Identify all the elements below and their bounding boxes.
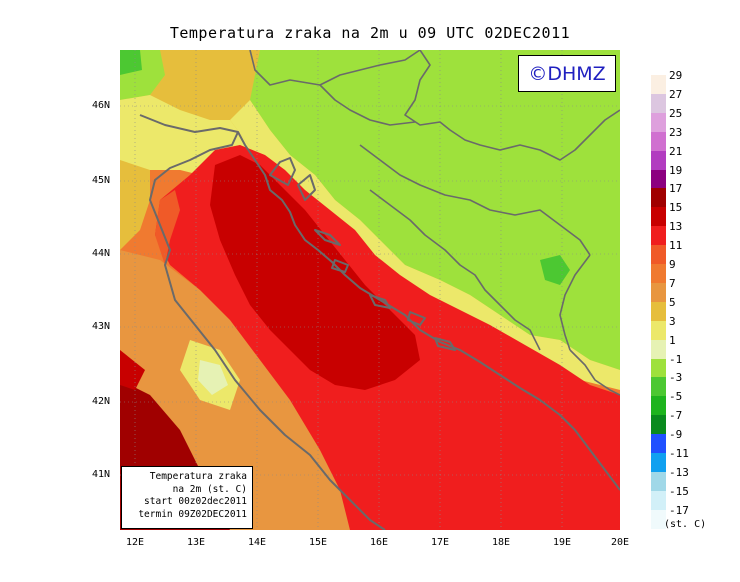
legend-swatch [651, 169, 666, 189]
legend-label: 25 [669, 106, 683, 120]
legend-label: -11 [669, 447, 689, 460]
legend-label: 27 [669, 87, 683, 101]
cold-patch-2 [120, 50, 142, 75]
legend-label: 13 [669, 220, 683, 234]
legend-label: 9 [669, 258, 676, 271]
map-title: Temperatura zraka na 2m u 09 UTC 02DEC20… [169, 24, 571, 42]
info-line-title: Temperatura zraka [149, 471, 247, 482]
legend-label: -17 [669, 503, 689, 517]
legend-label: -5 [669, 390, 683, 404]
lon-label-17e: 17E [430, 537, 450, 548]
legend-swatch [651, 150, 666, 170]
legend-label: 23 [669, 125, 683, 139]
info-line-start: start 00z02dec2011 [144, 496, 247, 507]
lon-label-13e: 13E [186, 537, 206, 548]
temperature-map [120, 50, 620, 530]
legend-swatch [651, 112, 666, 132]
italy-light [198, 360, 228, 395]
legend-swatch [651, 434, 666, 454]
legend-label: 3 [669, 314, 676, 328]
legend-swatch [651, 282, 666, 302]
legend-swatch [651, 301, 666, 321]
legend-label: 19 [669, 163, 683, 177]
legend-swatch [651, 490, 666, 510]
legend-label: -15 [669, 484, 689, 498]
lon-label-18e: 18E [491, 537, 511, 548]
legend-label: -7 [669, 409, 683, 423]
sea-hot-core [210, 155, 420, 390]
legend-label: 5 [669, 295, 676, 309]
lon-label-19e: 19E [552, 537, 572, 548]
legend-label: 21 [669, 144, 683, 158]
legend-label: 17 [669, 182, 683, 196]
lon-label-20e: 20E [610, 537, 630, 548]
legend-swatch [651, 75, 666, 94]
legend-unit: (st. C) [664, 519, 707, 530]
info-line-termin: termin 09Z02DEC2011 [138, 508, 247, 520]
legend-label: 11 [669, 239, 683, 253]
legend-swatch [651, 188, 666, 208]
legend-swatch [651, 509, 666, 529]
lat-label-42n: 42N [92, 396, 111, 407]
dhmz-logo: ©DHMZ [518, 55, 616, 92]
cold-patch [540, 255, 570, 285]
legend-label: -3 [669, 371, 683, 385]
legend-swatch [651, 264, 666, 283]
lat-label-44n: 44N [92, 248, 111, 259]
sea-orange-fringe [155, 190, 180, 265]
info-box: Temperatura zraka na 2m (st. C) start 00… [121, 466, 253, 529]
legend-swatch [651, 245, 666, 265]
sw-corner-edge [120, 350, 145, 390]
grid-lines [120, 50, 620, 530]
lon-label-14e: 14E [247, 537, 267, 548]
coastlines [139, 114, 620, 530]
legend-swatch [651, 339, 666, 359]
legend-label: -13 [669, 465, 689, 479]
info-line-unit: na 2m (st. C) [172, 483, 247, 495]
lat-label-46n: 46N [92, 100, 111, 111]
legend-label: 1 [669, 333, 676, 347]
legend-swatch [651, 396, 666, 416]
borders [249, 50, 620, 396]
lon-label-15e: 15E [308, 537, 328, 548]
legend-label: 7 [669, 276, 676, 290]
legend-swatch [651, 415, 666, 435]
lon-label-16e: 16E [369, 537, 389, 548]
lon-label-12e: 12E [125, 537, 145, 548]
legend-label: -1 [669, 352, 683, 366]
cold-region-northeast [250, 50, 620, 370]
legend-swatch [651, 358, 666, 378]
legend-swatch [651, 93, 666, 113]
legend-swatch [651, 131, 666, 151]
legend-swatch [651, 320, 666, 340]
lat-label-43n: 43N [92, 321, 111, 332]
lat-label-45n: 45N [92, 175, 111, 186]
legend-label: 29 [669, 69, 683, 82]
legend-swatch [651, 377, 666, 397]
legend-swatch [651, 471, 666, 491]
lat-label-41n: 41N [92, 469, 111, 480]
legend-swatch [651, 453, 666, 472]
legend-swatch [651, 207, 666, 227]
legend-label: 15 [669, 201, 683, 215]
legend-label: -9 [669, 428, 683, 442]
legend-swatch [651, 226, 666, 246]
